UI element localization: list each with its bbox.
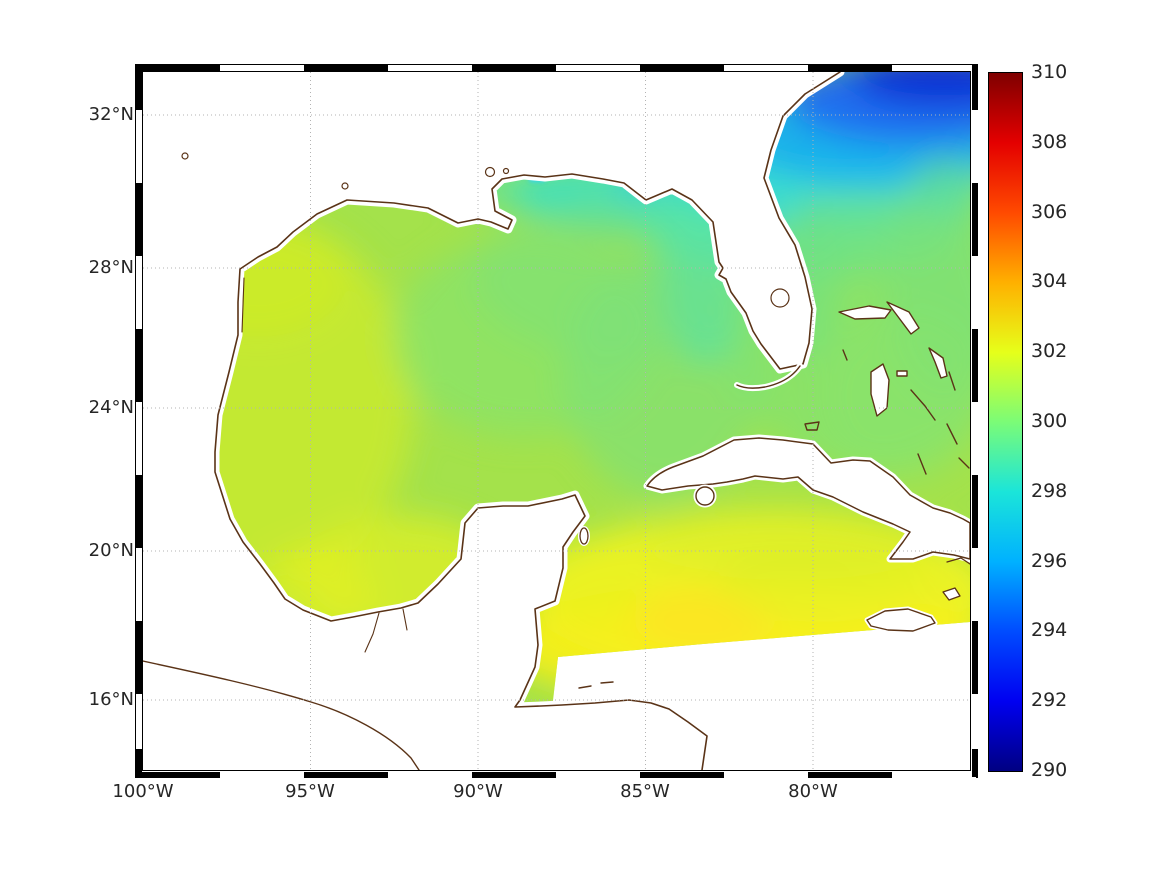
colorbar-tick-292: 292 — [1031, 689, 1068, 711]
x-tick-100w: 100°W — [112, 781, 174, 802]
colorbar-tick-304: 304 — [1031, 270, 1068, 292]
colorbar-tick-300: 300 — [1031, 410, 1068, 432]
y-tick-28n: 28°N — [88, 257, 134, 278]
tabasco-rivers — [364, 608, 408, 653]
land-and-coastlines — [143, 72, 970, 770]
cozumel-island — [579, 527, 589, 545]
colorbar-tick-298: 298 — [1031, 480, 1068, 502]
colorbar-tick-294: 294 — [1031, 619, 1068, 641]
colorbar-tick-302: 302 — [1031, 340, 1068, 362]
map-frame-inner-border — [142, 71, 971, 771]
east-edge-islands — [942, 557, 970, 601]
pacific-coastline — [143, 660, 420, 770]
colorbar-tick-296: 296 — [1031, 550, 1068, 572]
y-tick-20n: 20°N — [88, 540, 134, 561]
map-frame-band-bottom — [136, 772, 977, 778]
bahamas-islands — [804, 301, 970, 475]
map-frame-band-left — [136, 65, 142, 777]
laguna-madre — [241, 277, 245, 333]
x-tick-80w: 80°W — [788, 781, 838, 802]
map-frame-band-top — [136, 65, 977, 71]
cuba-coastline — [646, 437, 970, 560]
lakes — [181, 152, 790, 308]
x-tick-90w: 90°W — [453, 781, 503, 802]
colorbar-tick-306: 306 — [1031, 201, 1068, 223]
y-tick-32n: 32°N — [88, 104, 134, 125]
map-frame-band-right — [972, 65, 978, 777]
x-tick-95w: 95°W — [285, 781, 335, 802]
colorbar-tick-290: 290 — [1031, 759, 1068, 781]
colorbar-tick-310: 310 — [1031, 61, 1068, 83]
colorbar-tick-308: 308 — [1031, 131, 1068, 153]
sst-map — [143, 72, 970, 770]
gulf-coastline — [214, 72, 841, 770]
graticule — [143, 72, 970, 770]
y-tick-24n: 24°N — [88, 397, 134, 418]
colorbar-gradient — [988, 72, 1023, 772]
jamaica-coastline — [866, 608, 936, 632]
florida-keys — [736, 365, 801, 389]
bay-islands — [578, 681, 614, 689]
lake-okeechobee — [770, 288, 790, 308]
y-tick-16n: 16°N — [88, 689, 134, 710]
x-tick-85w: 85°W — [620, 781, 670, 802]
isle-of-youth — [695, 486, 715, 506]
